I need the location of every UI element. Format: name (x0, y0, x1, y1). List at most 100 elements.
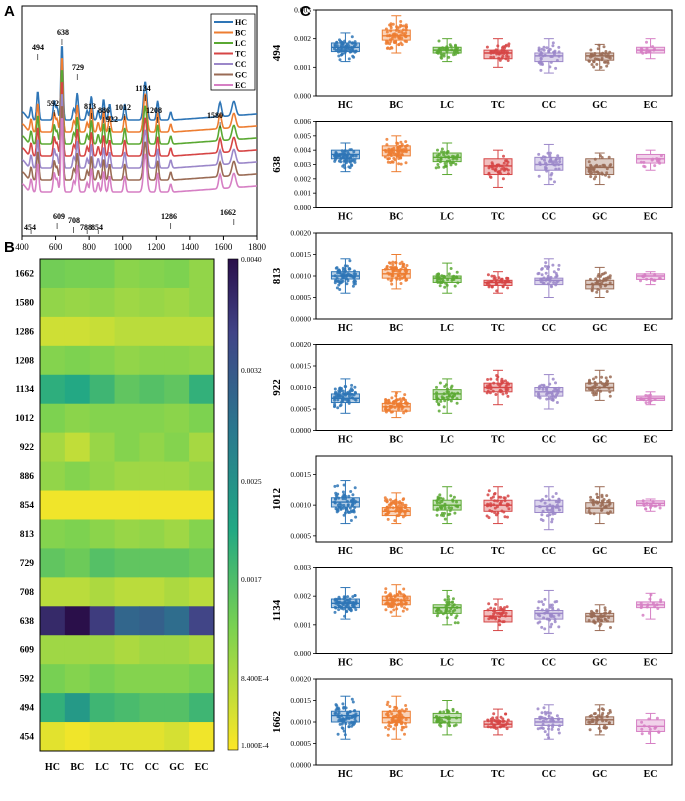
point-813-lc (455, 270, 459, 274)
heatmap-cell-708-ec (189, 577, 215, 607)
point-1662-cc (540, 726, 544, 730)
point-1134-cc (557, 625, 561, 629)
point-1662-bc (397, 711, 401, 715)
point-638-gc (592, 168, 596, 172)
point-1012-gc (600, 495, 604, 499)
spectrum-x-label-1400: 1400 (181, 242, 200, 252)
y-tick-label-638-1: 0.001 (294, 189, 311, 198)
heatmap-row-label-813: 813 (20, 530, 35, 540)
point-638-bc (391, 160, 395, 164)
heatmap-cell-729-tc (114, 548, 140, 578)
peak-label-788: 788 (80, 223, 92, 232)
point-1012-gc (596, 496, 599, 499)
point-638-lc (442, 153, 446, 157)
point-638-lc (436, 163, 440, 166)
point-1134-lc (451, 597, 455, 601)
heatmap-cell-1012-gc (164, 403, 190, 434)
point-1662-bc (386, 713, 390, 717)
point-1012-tc (493, 511, 497, 515)
point-638-gc (589, 163, 593, 167)
point-1662-lc (447, 710, 451, 714)
point-813-hc (345, 282, 349, 286)
point-922-hc (333, 387, 337, 391)
point-638-cc (555, 160, 558, 164)
point-922-cc (555, 401, 559, 404)
x-label-494-bc: BC (389, 100, 403, 111)
heatmap-cell-1662-bc (64, 259, 91, 289)
point-813-hc (354, 280, 357, 283)
point-1134-gc (595, 609, 599, 613)
point-494-tc (502, 45, 505, 49)
point-1662-cc (538, 715, 542, 719)
heatmap-cell-1662-gc (164, 259, 190, 289)
point-813-tc (487, 285, 491, 289)
point-638-lc (440, 150, 444, 154)
point-1012-bc (404, 503, 408, 507)
point-638-tc (506, 168, 510, 172)
point-1662-lc (438, 723, 442, 727)
x-label-638-hc: HC (338, 212, 353, 223)
point-638-bc (399, 162, 403, 166)
point-813-bc (404, 278, 408, 282)
x-label-922-ec: EC (644, 435, 658, 446)
heatmap-cell-638-bc (64, 606, 91, 636)
point-494-bc (400, 24, 403, 28)
point-1134-tc (498, 623, 502, 627)
box-638-tc (483, 158, 513, 176)
point-922-bc (384, 398, 388, 401)
point-922-hc (340, 394, 344, 398)
point-813-gc (591, 285, 595, 289)
heatmap-row-label-494: 494 (20, 704, 35, 714)
point-1662-lc (442, 710, 446, 714)
heatmap-cell-886-cc (139, 461, 165, 492)
point-1662-cc (536, 707, 540, 711)
legend-label-lc: LC (235, 39, 246, 48)
point-922-hc (341, 389, 345, 393)
spectrum-x-label-600: 600 (49, 242, 63, 252)
heatmap-cell-592-ec (189, 664, 215, 694)
point-922-gc (600, 375, 604, 379)
y-tick-label-813-3: 0.0015 (290, 250, 311, 259)
point-1134-bc (389, 610, 393, 614)
heatmap-cell-1012-lc (89, 403, 116, 434)
point-813-lc (453, 284, 457, 288)
y-tick-label-813-4: 0.0020 (290, 229, 311, 238)
heatmap-cell-494-bc (64, 693, 91, 723)
point-922-bc (403, 393, 407, 397)
heatmap-cell-1208-tc (114, 345, 140, 376)
point-1134-bc (384, 608, 388, 612)
point-922-cc (554, 381, 557, 385)
x-label-1662-tc: TC (491, 769, 505, 780)
point-922-hc (349, 387, 353, 391)
point-813-cc (540, 267, 544, 271)
point-494-cc (545, 46, 549, 50)
heatmap-cell-729-gc (164, 548, 190, 578)
point-1134-bc (399, 592, 403, 596)
point-638-hc (348, 166, 352, 170)
point-922-gc (594, 393, 598, 397)
point-638-lc (449, 163, 453, 167)
point-1012-hc (335, 510, 339, 514)
point-494-hc (352, 55, 356, 59)
point-813-hc (338, 288, 342, 291)
point-922-hc (353, 385, 357, 389)
y-tick-label-638-0: 0.000 (294, 203, 311, 212)
point-1134-bc (401, 609, 405, 613)
x-label-813-cc: CC (542, 323, 556, 334)
point-1012-bc (385, 498, 389, 502)
point-922-lc (447, 390, 450, 394)
point-1134-gc (603, 618, 607, 621)
point-922-hc (333, 405, 336, 409)
heatmap-col-label-hc: HC (45, 762, 60, 773)
point-638-hc (346, 150, 350, 154)
point-1662-hc (341, 702, 345, 706)
heatmap-row-label-1580: 1580 (15, 298, 34, 308)
point-1134-lc (453, 621, 457, 625)
heatmap-cell-854-cc (139, 490, 165, 520)
point-1012-cc (544, 494, 548, 498)
point-922-hc (336, 406, 340, 410)
point-1662-hc (345, 711, 349, 715)
point-1134-lc (435, 609, 438, 613)
x-label-1134-gc: GC (592, 658, 607, 669)
box-638-bc (381, 145, 411, 157)
